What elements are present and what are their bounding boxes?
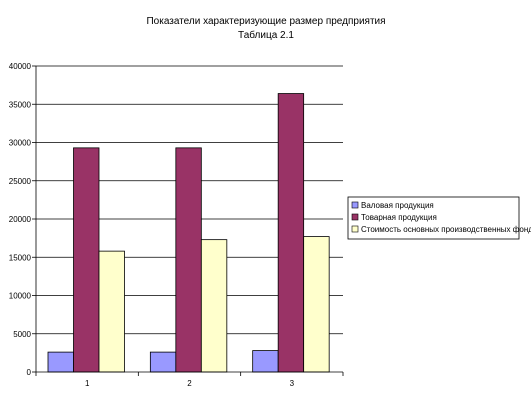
legend-label-1: Валовая продукция	[361, 201, 434, 210]
legend-swatch-3	[351, 225, 359, 233]
chart-title: Показатели характеризующие размер предпр…	[146, 16, 385, 27]
bar-series-3-cat-1	[98, 250, 125, 373]
x-tick-labels: 1 2 3	[85, 379, 295, 388]
y-tick-labels: 0 5000 10000 15000 20000 25000 30000 35000 40000	[9, 62, 32, 377]
bar-series-1-cat-3	[252, 350, 279, 373]
y-tick-label: 40000	[9, 62, 32, 71]
bar-series-2-cat-1	[73, 147, 100, 373]
y-tick-label: 35000	[9, 100, 32, 109]
axes	[32, 65, 344, 376]
bar-series-3-cat-3	[303, 236, 330, 373]
y-tick-label: 20000	[9, 215, 32, 224]
y-tick-label: 15000	[9, 253, 32, 262]
bar-series-2-cat-3	[277, 93, 305, 373]
y-tick-label: 0	[27, 368, 32, 377]
y-tick-label: 30000	[9, 139, 32, 148]
bar-series-1-cat-2	[149, 351, 177, 373]
legend-label-2: Товарная продукция	[361, 213, 437, 222]
bar-series-2-cat-2	[175, 147, 202, 373]
bars	[47, 93, 330, 373]
chart-subtitle: Таблица 2.1	[238, 29, 294, 41]
legend-label-3: Стоимость основных производственных фонд…	[361, 225, 531, 234]
bar-series-3-cat-2	[200, 239, 228, 373]
y-tick-label: 5000	[13, 330, 31, 339]
y-tick-label: 25000	[9, 177, 32, 186]
legend-box	[347, 196, 520, 240]
legend-swatch-2	[351, 213, 359, 221]
x-tick-label: 2	[187, 379, 192, 388]
x-tick-label: 3	[290, 379, 295, 388]
legend-swatch-1	[351, 201, 359, 209]
y-tick-label: 10000	[9, 292, 32, 301]
bar-series-1-cat-1	[47, 351, 74, 373]
x-tick-label: 1	[85, 379, 90, 388]
legend: Валовая продукция Товарная продукция Стоим…	[347, 196, 531, 240]
